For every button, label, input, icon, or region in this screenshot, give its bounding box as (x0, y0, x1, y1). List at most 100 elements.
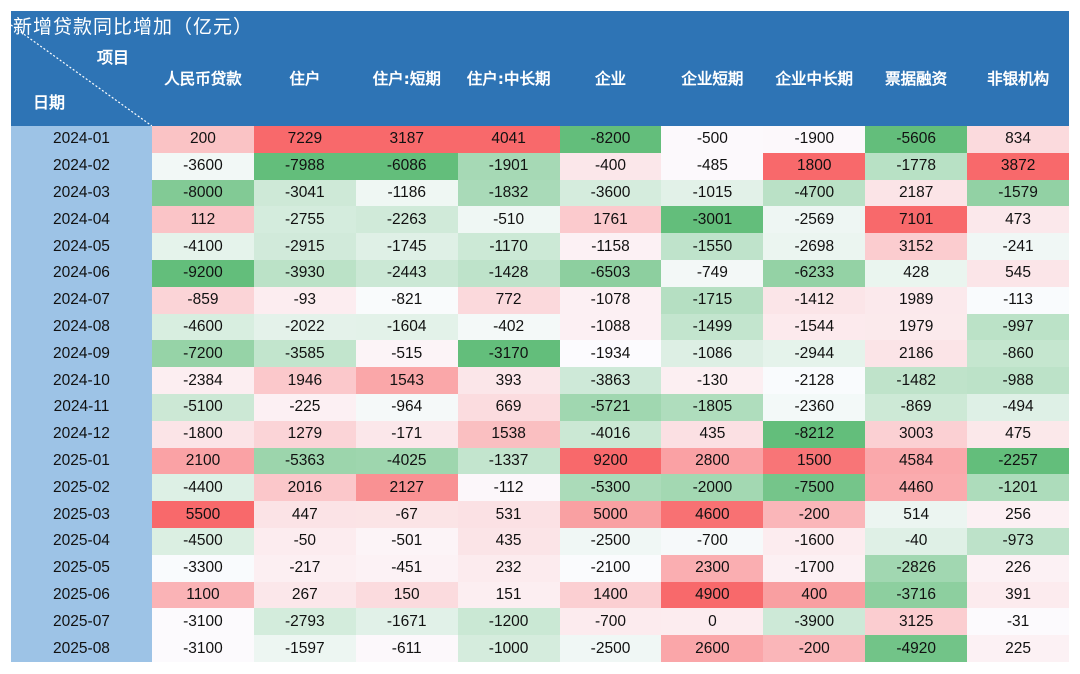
value-cell: -50 (253, 527, 356, 555)
table-row: 2024-07 -859 -93 -821 772 -1078 -1715 -1412 1989… (11, 286, 1070, 314)
table-row: 2025-03 5500 447 -67 531 5000 4600 -200 514 256 (11, 501, 1070, 528)
column-header: 人民币贷款 (164, 70, 242, 88)
value-cell: -973 (967, 527, 1070, 555)
value-cell: 4460 (865, 474, 968, 502)
value-cell: -1000 (457, 635, 560, 662)
date-cell: 2024-11 (11, 393, 152, 421)
value-cell: -749 (661, 259, 764, 287)
value-cell: 669 (457, 393, 560, 421)
value-cell: 232 (457, 554, 560, 582)
table-row: 2025-08 -3100 -1597 -611 -1000 -2500 2600 -200-… (11, 635, 1070, 662)
value-cell: -997 (967, 313, 1070, 341)
table-row: 2025-06 1100 267 150 151 1400 4900 400 -3716 391 (11, 581, 1070, 609)
value-cell: -3600 (152, 152, 254, 180)
value-cell: -2569 (763, 206, 866, 234)
value-cell: -1832 (457, 179, 560, 207)
value-cell: 1279 (253, 420, 356, 448)
value-cell: 447 (253, 501, 356, 528)
date-cell: 2025-02 (11, 474, 152, 502)
value-cell: 5500 (152, 501, 254, 528)
value-cell: -988 (967, 367, 1070, 394)
value-cell: 1761 (559, 206, 662, 234)
value-cell: -3300 (152, 554, 254, 582)
value-cell: -113 (967, 286, 1070, 314)
value-cell: -2698 (763, 233, 866, 260)
column-headers: 人民币贷款 住户 住户:短期 住户:中长期 企业 企业短期 企业中长期 票据融资 非银机构 (152, 67, 1069, 89)
value-cell: 400 (763, 581, 866, 609)
value-cell: 1400 (559, 581, 662, 609)
value-cell: -1088 (559, 313, 662, 341)
date-cell: 2025-06 (11, 581, 152, 609)
corner-item-label: 项目 (97, 48, 130, 67)
column-header: 企业短期 (681, 70, 744, 88)
date-cell: 2025-03 (11, 501, 152, 528)
value-cell: -200 (763, 501, 866, 528)
date-cell: 2024-03 (11, 179, 152, 207)
date-cell: 2024-08 (11, 313, 152, 341)
value-cell: -2100 (559, 554, 662, 582)
value-cell: 2127 (355, 474, 458, 502)
value-cell: -1671 (355, 608, 458, 636)
value-cell: 1100 (152, 581, 254, 609)
value-cell: 256 (967, 501, 1070, 528)
date-cell: 2024-12 (11, 420, 152, 448)
value-cell: 7229 (253, 126, 356, 153)
value-cell: -400 (559, 152, 662, 180)
column-header: 企业中长期 (775, 70, 854, 88)
value-cell: -3170 (457, 340, 560, 368)
value-cell: 1543 (355, 367, 458, 394)
value-cell: 1946 (253, 367, 356, 394)
value-cell: -2360 (763, 393, 866, 421)
value-cell: -3100 (152, 608, 254, 636)
value-cell: 514 (865, 501, 968, 528)
value-cell: 3125 (865, 608, 968, 636)
value-cell: -3585 (253, 340, 356, 368)
value-cell: -2257 (967, 447, 1070, 475)
value-cell: 531 (457, 501, 560, 528)
value-cell: -2000 (661, 474, 764, 502)
table-row: 2024-06 -9200 -3930 -2443 -1428 -6503 -749 -623… (11, 259, 1070, 287)
date-cell: 2024-10 (11, 367, 152, 394)
value-cell: 7101 (865, 206, 968, 234)
value-cell: -4016 (559, 420, 662, 448)
value-cell: -1597 (253, 635, 356, 662)
date-cell: 2025-08 (11, 635, 152, 662)
value-cell: -402 (457, 313, 560, 341)
value-cell: -6233 (763, 259, 866, 287)
data-grid: 2024-01 200 7229 3187 4041 -8200 -500 -1900 -560… (11, 126, 1070, 662)
value-cell: -1158 (559, 233, 662, 260)
value-cell: -5721 (559, 393, 662, 421)
value-cell: 225 (967, 635, 1070, 662)
date-cell: 2024-01 (11, 126, 152, 153)
value-cell: -1078 (559, 286, 662, 314)
value-cell: -2384 (152, 367, 254, 394)
value-cell: 3003 (865, 420, 968, 448)
value-cell: 226 (967, 554, 1070, 582)
diagonal-divider (11, 24, 152, 126)
value-cell: -6503 (559, 259, 662, 287)
value-cell: -1200 (457, 608, 560, 636)
value-cell: -860 (967, 340, 1070, 368)
column-header: 住户 (289, 70, 321, 88)
value-cell: -8212 (763, 420, 866, 448)
value-cell: 473 (967, 206, 1070, 234)
value-cell: -7500 (763, 474, 866, 502)
value-cell: -1901 (457, 152, 560, 180)
value-cell: 1979 (865, 313, 968, 341)
date-cell: 2024-05 (11, 233, 152, 260)
value-cell: -3100 (152, 635, 254, 662)
date-cell: 2024-07 (11, 286, 152, 314)
value-cell: 112 (152, 206, 254, 234)
date-cell: 2025-07 (11, 608, 152, 636)
value-cell: -2944 (763, 340, 866, 368)
value-cell: -1337 (457, 447, 560, 475)
value-cell: -4100 (152, 233, 254, 260)
value-cell: -869 (865, 393, 968, 421)
value-cell: -4700 (763, 179, 866, 207)
date-cell: 2024-02 (11, 152, 152, 180)
value-cell: -1805 (661, 393, 764, 421)
value-cell: -4500 (152, 527, 254, 555)
value-cell: -112 (457, 474, 560, 502)
value-cell: -1604 (355, 313, 458, 341)
value-cell: -494 (967, 393, 1070, 421)
